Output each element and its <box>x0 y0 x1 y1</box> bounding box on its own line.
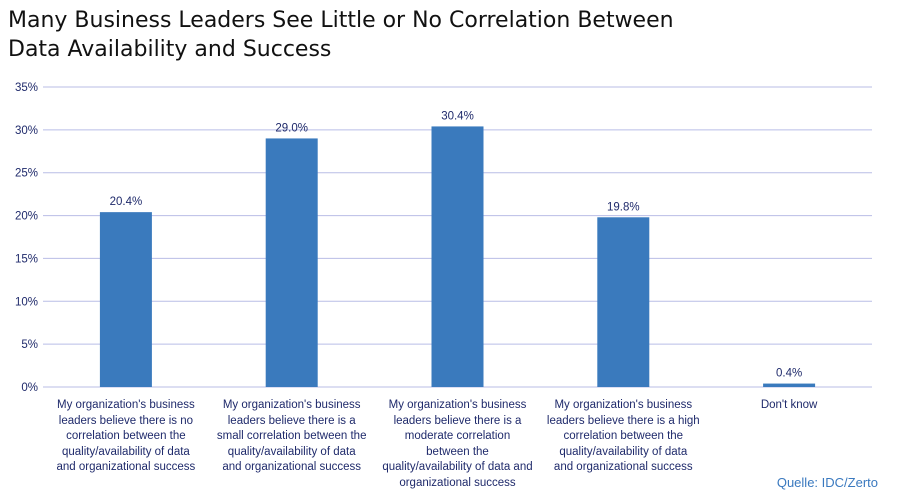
data-label: 19.8% <box>607 201 640 213</box>
bar <box>265 138 318 387</box>
y-tick-label: 0% <box>21 382 38 394</box>
x-category-label: My organization's business leaders belie… <box>382 399 533 489</box>
x-category-label: Don't know <box>760 399 818 411</box>
y-tick-label: 25% <box>15 168 38 180</box>
x-category-label: My organization's business leaders belie… <box>546 399 700 473</box>
source-note: Quelle: IDC/Zerto <box>776 475 878 490</box>
data-label: 29.0% <box>275 122 308 134</box>
y-tick-label: 15% <box>15 253 38 265</box>
data-label: 30.4% <box>441 110 474 122</box>
bar <box>431 126 484 387</box>
x-category-label: My organization's business leaders belie… <box>56 399 196 473</box>
y-tick-label: 30% <box>15 125 38 137</box>
y-tick-label: 35% <box>15 82 38 94</box>
data-label: 0.4% <box>776 368 802 380</box>
x-category-label: My organization's business leaders belie… <box>216 399 367 473</box>
bar <box>597 217 650 387</box>
y-tick-label: 10% <box>15 296 38 308</box>
y-tick-label: 20% <box>15 211 38 223</box>
data-label: 20.4% <box>110 196 143 208</box>
y-tick-label: 5% <box>21 339 38 351</box>
chart-title: Many Business Leaders See Little or No C… <box>8 6 768 64</box>
bar <box>763 383 816 387</box>
chart-title-line-1: Many Business Leaders See Little or No C… <box>8 8 674 33</box>
bar <box>99 212 152 387</box>
chart-title-line-2: Data Availability and Success <box>8 37 332 62</box>
